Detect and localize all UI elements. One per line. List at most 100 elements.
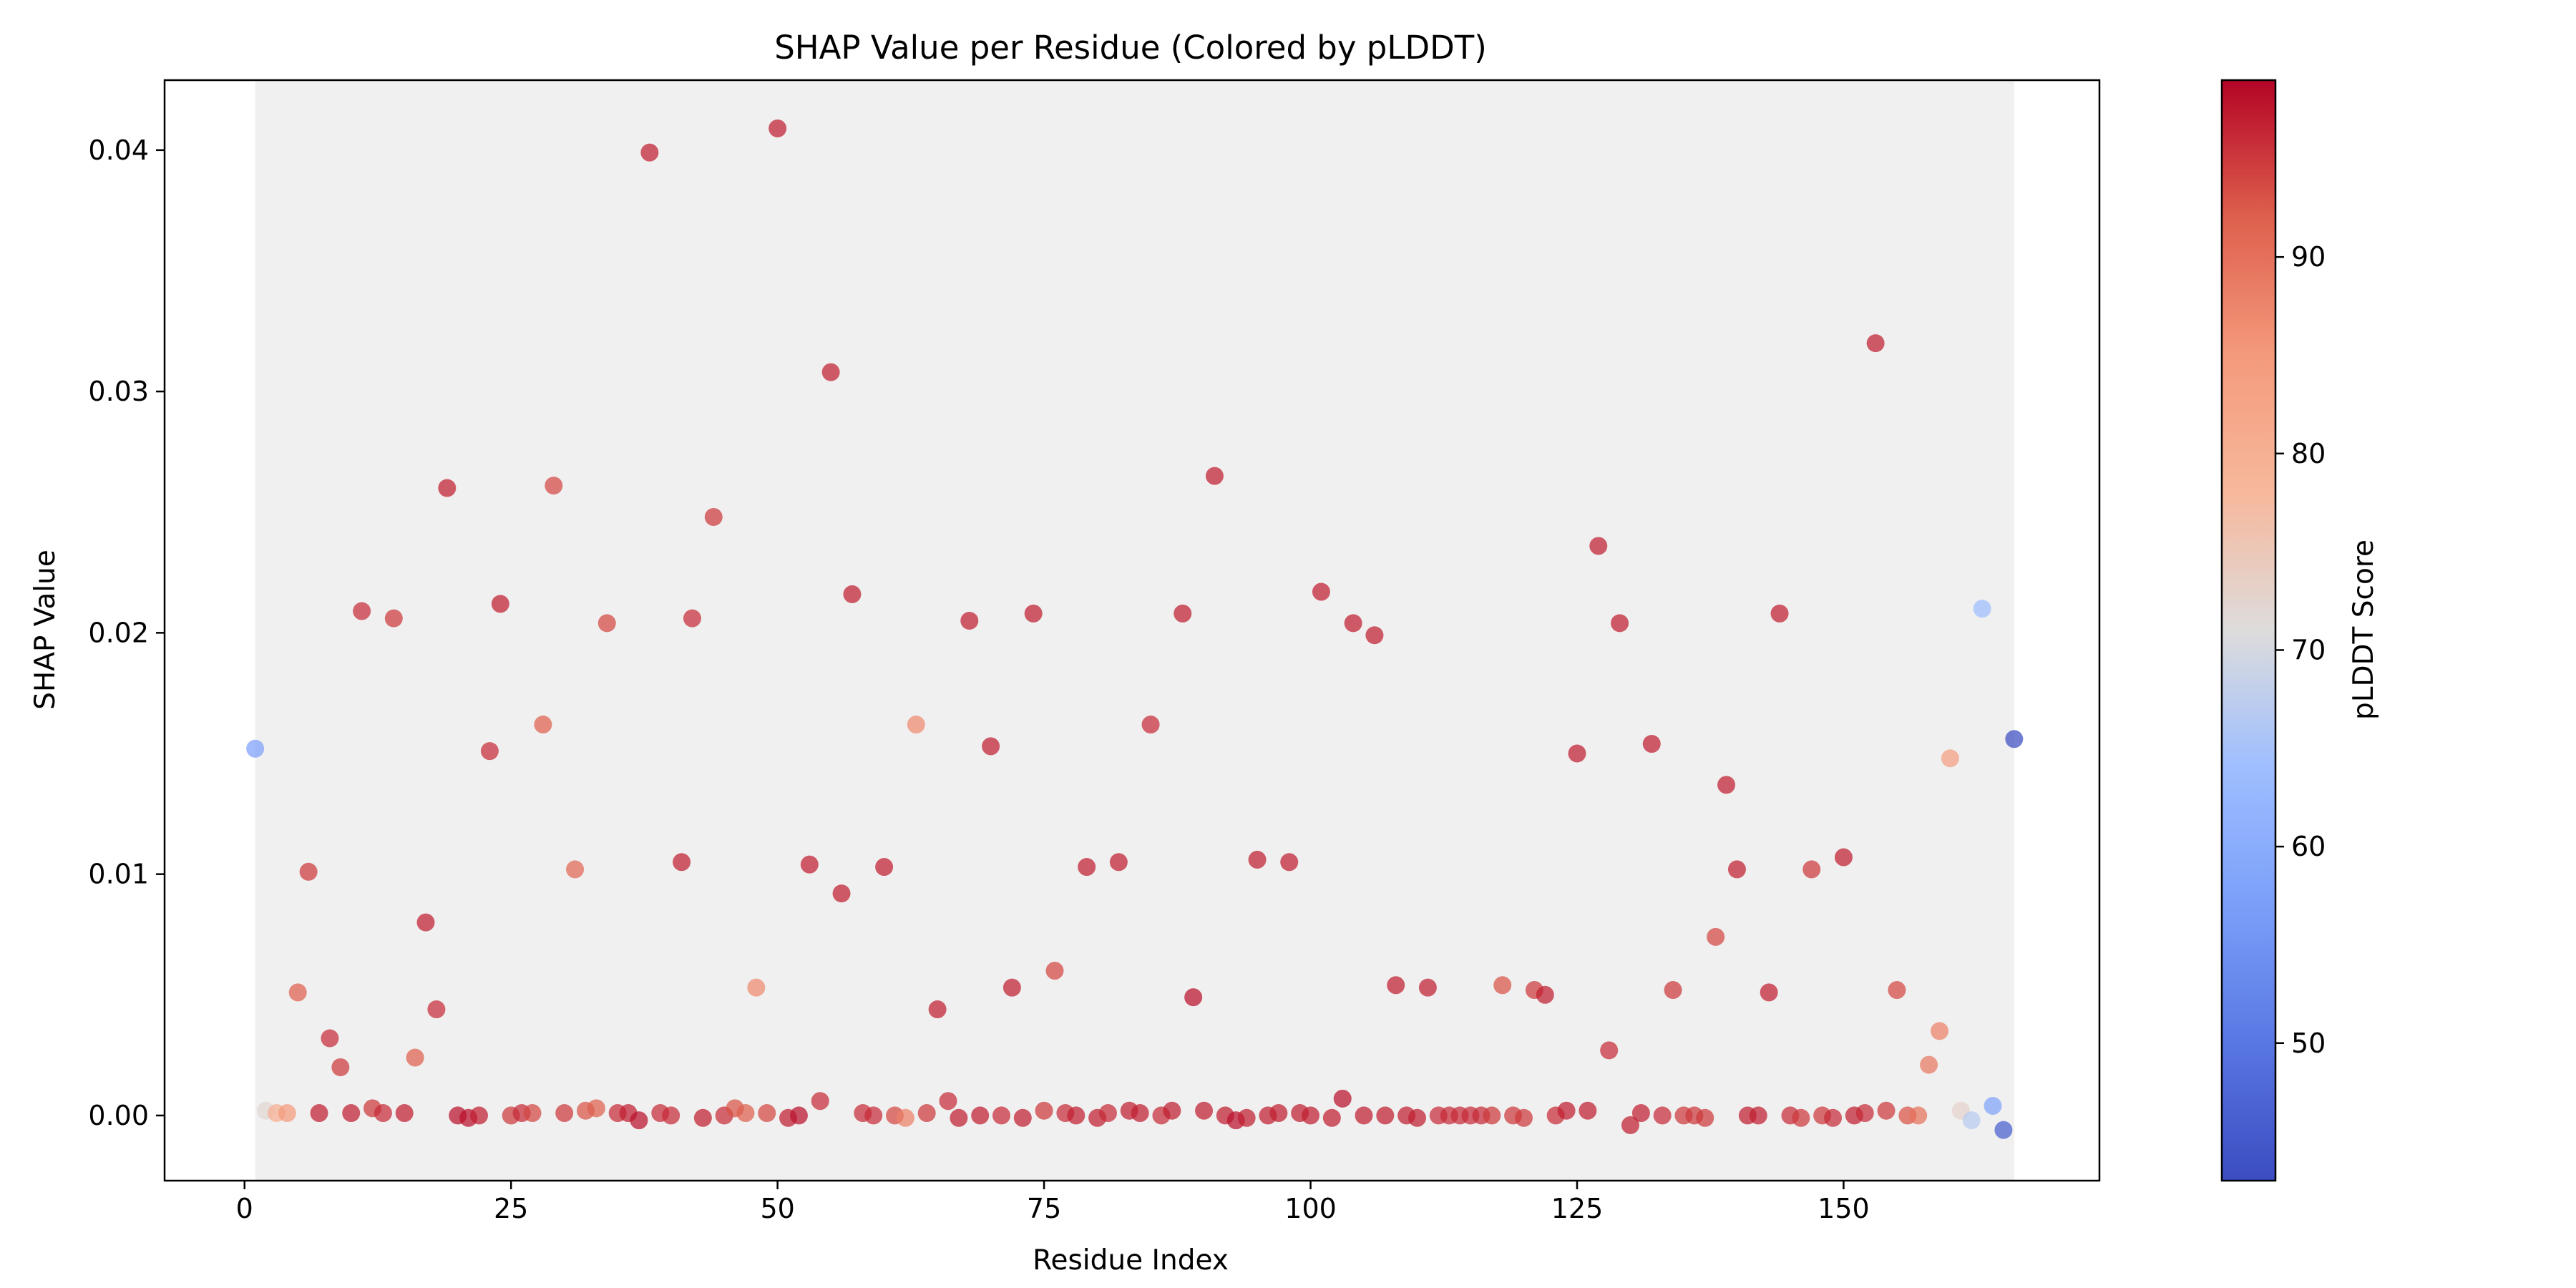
- data-point-7: [310, 1104, 328, 1123]
- colorbar-tick-label: 70: [2291, 634, 2326, 665]
- data-point-127: [1589, 537, 1608, 555]
- data-point-98: [1280, 853, 1299, 872]
- data-point-130: [1621, 1116, 1639, 1134]
- data-point-124: [1557, 1101, 1576, 1120]
- data-point-52: [789, 1106, 808, 1125]
- data-point-137: [1696, 1108, 1714, 1127]
- data-point-89: [1184, 988, 1203, 1007]
- data-point-76: [1045, 962, 1064, 980]
- data-point-155: [1888, 981, 1906, 1000]
- data-point-85: [1141, 716, 1160, 734]
- data-point-134: [1664, 981, 1682, 1000]
- data-point-55: [821, 363, 840, 381]
- data-point-49: [758, 1104, 776, 1123]
- data-point-129: [1611, 614, 1629, 633]
- data-point-104: [1344, 614, 1362, 633]
- data-point-88: [1174, 604, 1192, 623]
- data-point-158: [1920, 1055, 1938, 1074]
- data-point-11: [353, 602, 371, 620]
- data-point-90: [1195, 1101, 1214, 1120]
- data-point-107: [1376, 1106, 1395, 1125]
- data-point-8: [321, 1029, 339, 1048]
- data-point-16: [406, 1048, 424, 1067]
- data-point-146: [1792, 1108, 1810, 1127]
- data-point-122: [1536, 985, 1554, 1004]
- data-point-13: [374, 1104, 392, 1123]
- data-point-47: [736, 1104, 755, 1123]
- data-point-50: [769, 119, 787, 137]
- data-point-103: [1333, 1089, 1352, 1108]
- data-point-64: [917, 1104, 936, 1123]
- data-point-28: [534, 716, 552, 734]
- data-point-66: [939, 1092, 957, 1111]
- data-point-79: [1078, 858, 1096, 877]
- y-tick-label: 0.03: [88, 376, 149, 407]
- data-point-69: [971, 1106, 990, 1125]
- x-tick-label: 100: [1284, 1193, 1337, 1224]
- data-point-40: [662, 1106, 680, 1125]
- data-point-65: [928, 1000, 947, 1019]
- data-point-117: [1483, 1106, 1501, 1125]
- chart-title: SHAP Value per Residue (Colored by pLDDT…: [774, 29, 1487, 67]
- data-point-9: [331, 1058, 350, 1076]
- data-point-164: [1984, 1096, 2002, 1115]
- data-point-106: [1365, 626, 1384, 645]
- data-point-150: [1834, 848, 1853, 867]
- data-point-100: [1302, 1106, 1320, 1125]
- x-tick-label: 125: [1551, 1193, 1604, 1224]
- colorbar: 50 60 70 80 90: [2220, 79, 2326, 1182]
- data-point-4: [278, 1104, 296, 1123]
- data-point-101: [1312, 582, 1330, 601]
- data-point-5: [288, 983, 307, 1002]
- data-point-111: [1418, 978, 1437, 997]
- colorbar-label: pLDDT Score: [2348, 540, 2380, 720]
- data-point-154: [1877, 1101, 1896, 1120]
- data-point-34: [597, 614, 616, 633]
- plot-area: 0 25 50 75 100 125 150 0.00 0.01 0.02 0.03 0.04: [88, 79, 2101, 1224]
- data-point-23: [480, 742, 499, 761]
- data-point-38: [640, 143, 659, 162]
- data-point-160: [1941, 749, 1959, 768]
- data-point-143: [1760, 983, 1778, 1002]
- data-point-162: [1962, 1111, 1981, 1130]
- data-point-144: [1770, 604, 1789, 623]
- colorbar-tick-label: 60: [2291, 831, 2326, 862]
- data-point-94: [1237, 1108, 1256, 1127]
- data-point-147: [1802, 860, 1821, 879]
- data-point-157: [1909, 1106, 1928, 1125]
- y-axis-label: SHAP Value: [29, 550, 62, 710]
- data-point-102: [1322, 1108, 1341, 1127]
- data-point-87: [1163, 1101, 1181, 1120]
- data-point-75: [1035, 1101, 1053, 1120]
- data-point-18: [427, 1000, 446, 1019]
- data-point-44: [704, 507, 723, 526]
- colorbar-gradient: [2220, 79, 2277, 1182]
- data-point-110: [1408, 1108, 1427, 1127]
- plot-frame: [163, 79, 2101, 1182]
- data-point-33: [587, 1099, 605, 1118]
- data-point-159: [1931, 1022, 1949, 1040]
- data-point-125: [1568, 744, 1586, 763]
- data-point-63: [907, 716, 925, 734]
- data-point-163: [1973, 600, 1991, 618]
- data-point-70: [982, 737, 1000, 756]
- data-point-138: [1707, 927, 1725, 946]
- data-point-6: [299, 862, 318, 881]
- data-point-54: [811, 1092, 829, 1111]
- data-point-105: [1355, 1106, 1373, 1125]
- data-point-152: [1855, 1104, 1874, 1123]
- data-point-60: [875, 858, 894, 877]
- data-point-68: [960, 612, 979, 630]
- data-point-84: [1131, 1104, 1149, 1123]
- data-point-82: [1109, 853, 1128, 872]
- data-point-1: [246, 739, 265, 758]
- data-point-74: [1024, 604, 1043, 623]
- data-point-118: [1493, 976, 1512, 995]
- data-point-41: [673, 853, 691, 872]
- y-tick-label: 0.04: [88, 135, 149, 166]
- x-tick-label: 50: [760, 1193, 794, 1224]
- data-point-19: [438, 479, 457, 497]
- data-point-14: [384, 609, 403, 628]
- data-point-22: [469, 1106, 488, 1125]
